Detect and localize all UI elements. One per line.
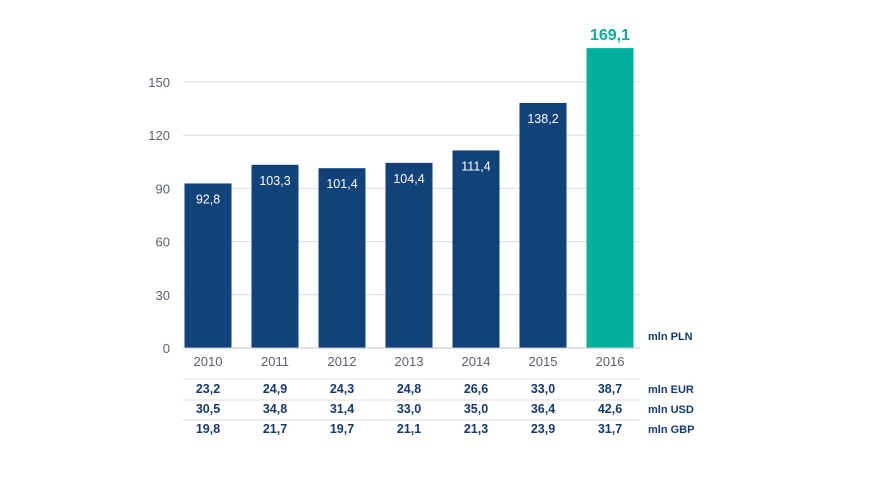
table-cell: 31,4 [330, 402, 354, 416]
table-cell: 24,9 [263, 382, 287, 396]
table-cell: 34,8 [263, 402, 287, 416]
y-tick-label: 30 [156, 288, 170, 303]
y-tick-label: 90 [156, 181, 170, 196]
table-row: 23,2 24,9 24,3 24,8 26,6 33,0 38,7 mln EUR [196, 382, 694, 396]
table-cell: 35,0 [464, 402, 488, 416]
x-tick-label: 2016 [596, 354, 625, 369]
bar-2013 [385, 162, 433, 348]
bar-2014 [452, 150, 500, 348]
table-unit-label: mln USD [648, 404, 694, 416]
table-cell: 33,0 [531, 382, 555, 396]
table-cell: 23,2 [196, 382, 220, 396]
data-label: 169,1 [590, 27, 630, 44]
data-label: 103,3 [259, 174, 290, 188]
table-cell: 33,0 [397, 402, 421, 416]
table-cell: 38,7 [598, 382, 622, 396]
table-cell: 26,6 [464, 382, 488, 396]
bar-2010 [184, 183, 232, 348]
labels: 0 30 60 90 120 150 92,8 2010 103,3 2011 101,4 2012 1… [148, 27, 692, 369]
table-row: 30,5 34,8 31,4 33,0 35,0 36,4 42,6 mln USD [196, 402, 694, 416]
table-cell: 21,1 [397, 422, 421, 436]
table-cell: 36,4 [531, 402, 555, 416]
data-label: 104,4 [393, 172, 424, 186]
table-cell: 21,7 [263, 422, 287, 436]
x-tick-label: 2015 [529, 354, 558, 369]
table-cell: 24,3 [330, 382, 354, 396]
table-cell: 31,7 [598, 422, 622, 436]
bar-2012 [318, 168, 366, 348]
table-cell: 42,6 [598, 402, 622, 416]
y-tick-label: 150 [148, 75, 170, 90]
x-tick-label: 2014 [462, 354, 491, 369]
x-tick-label: 2011 [261, 354, 289, 369]
x-tick-label: 2013 [395, 354, 424, 369]
y-tick-label: 0 [163, 341, 170, 356]
bars [184, 48, 634, 349]
table-row: 19,8 21,7 19,7 21,1 21,3 23,9 31,7 mln GBP [196, 422, 695, 436]
table-cell: 19,7 [330, 422, 354, 436]
data-label: 92,8 [196, 192, 220, 206]
table-unit-label: mln EUR [648, 384, 694, 396]
data-label: 101,4 [326, 177, 357, 191]
table-cell: 24,8 [397, 382, 421, 396]
y-tick-label: 60 [156, 235, 170, 250]
y-tick-label: 120 [148, 128, 170, 143]
x-tick-label: 2012 [328, 354, 357, 369]
data-label: 111,4 [461, 159, 490, 173]
table-unit-label: mln GBP [648, 424, 694, 436]
unit-label-pln: mln PLN [648, 331, 693, 343]
x-tick-label: 2010 [194, 354, 223, 369]
data-label: 138,2 [527, 112, 558, 126]
table-cell: 30,5 [196, 402, 220, 416]
table-cell: 23,9 [531, 422, 555, 436]
bar-2015 [519, 102, 567, 349]
table-cell: 19,8 [196, 422, 220, 436]
bar-2011 [251, 164, 299, 348]
bar-2016 [586, 48, 634, 348]
table-cell: 21,3 [464, 422, 488, 436]
